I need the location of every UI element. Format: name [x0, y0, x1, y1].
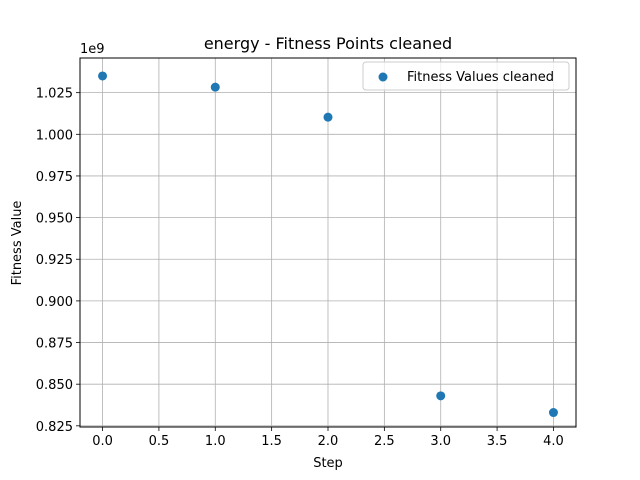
data-point: [548, 408, 558, 418]
y-axis-label: Fitness Value: [10, 201, 25, 286]
data-point: [323, 112, 333, 122]
x-axis-label: Step: [313, 456, 343, 471]
data-point: [98, 71, 108, 81]
legend-box: [362, 61, 570, 91]
data-points: [98, 71, 558, 418]
x-tick-label: 0.5: [149, 434, 170, 449]
data-point: [436, 391, 446, 401]
x-axis-ticks: 0.0 0.5 1.0 1.5 2.0 2.5 3.0 3.5 4.0: [92, 427, 564, 449]
y-tick-label: 0.850: [36, 378, 73, 393]
plot-frame: [79, 57, 577, 428]
legend: Fitness Values cleaned: [362, 61, 570, 91]
x-tick-label: 0.0: [92, 434, 113, 449]
x-tick-label: 3.5: [487, 434, 508, 449]
x-tick-label: 2.0: [318, 434, 339, 449]
y-tick-label: 1.025: [36, 87, 73, 102]
legend-marker: [378, 72, 388, 82]
y-tick-label: 0.925: [36, 253, 73, 268]
x-tick-label: 1.5: [261, 434, 282, 449]
data-point: [210, 82, 220, 92]
y-axis-ticks: 0.825 0.850 0.875 0.900 0.925 0.950 0.975 1.000…: [36, 87, 80, 435]
y-tick-label: 0.975: [36, 170, 73, 185]
y-axis-offset-text: 1e9: [80, 42, 105, 57]
x-tick-label: 2.5: [374, 434, 395, 449]
y-tick-label: 0.825: [36, 420, 73, 435]
y-tick-label: 0.900: [36, 295, 73, 310]
grid: [80, 58, 576, 427]
x-tick-label: 3.0: [430, 434, 451, 449]
x-tick-label: 4.0: [543, 434, 564, 449]
chart-title: energy - Fitness Points cleaned: [204, 34, 452, 53]
y-tick-label: 0.950: [36, 212, 73, 227]
y-tick-label: 0.875: [36, 337, 73, 352]
legend-label: Fitness Values cleaned: [407, 70, 554, 85]
x-tick-label: 1.0: [205, 434, 226, 449]
y-tick-label: 1.000: [36, 128, 73, 143]
